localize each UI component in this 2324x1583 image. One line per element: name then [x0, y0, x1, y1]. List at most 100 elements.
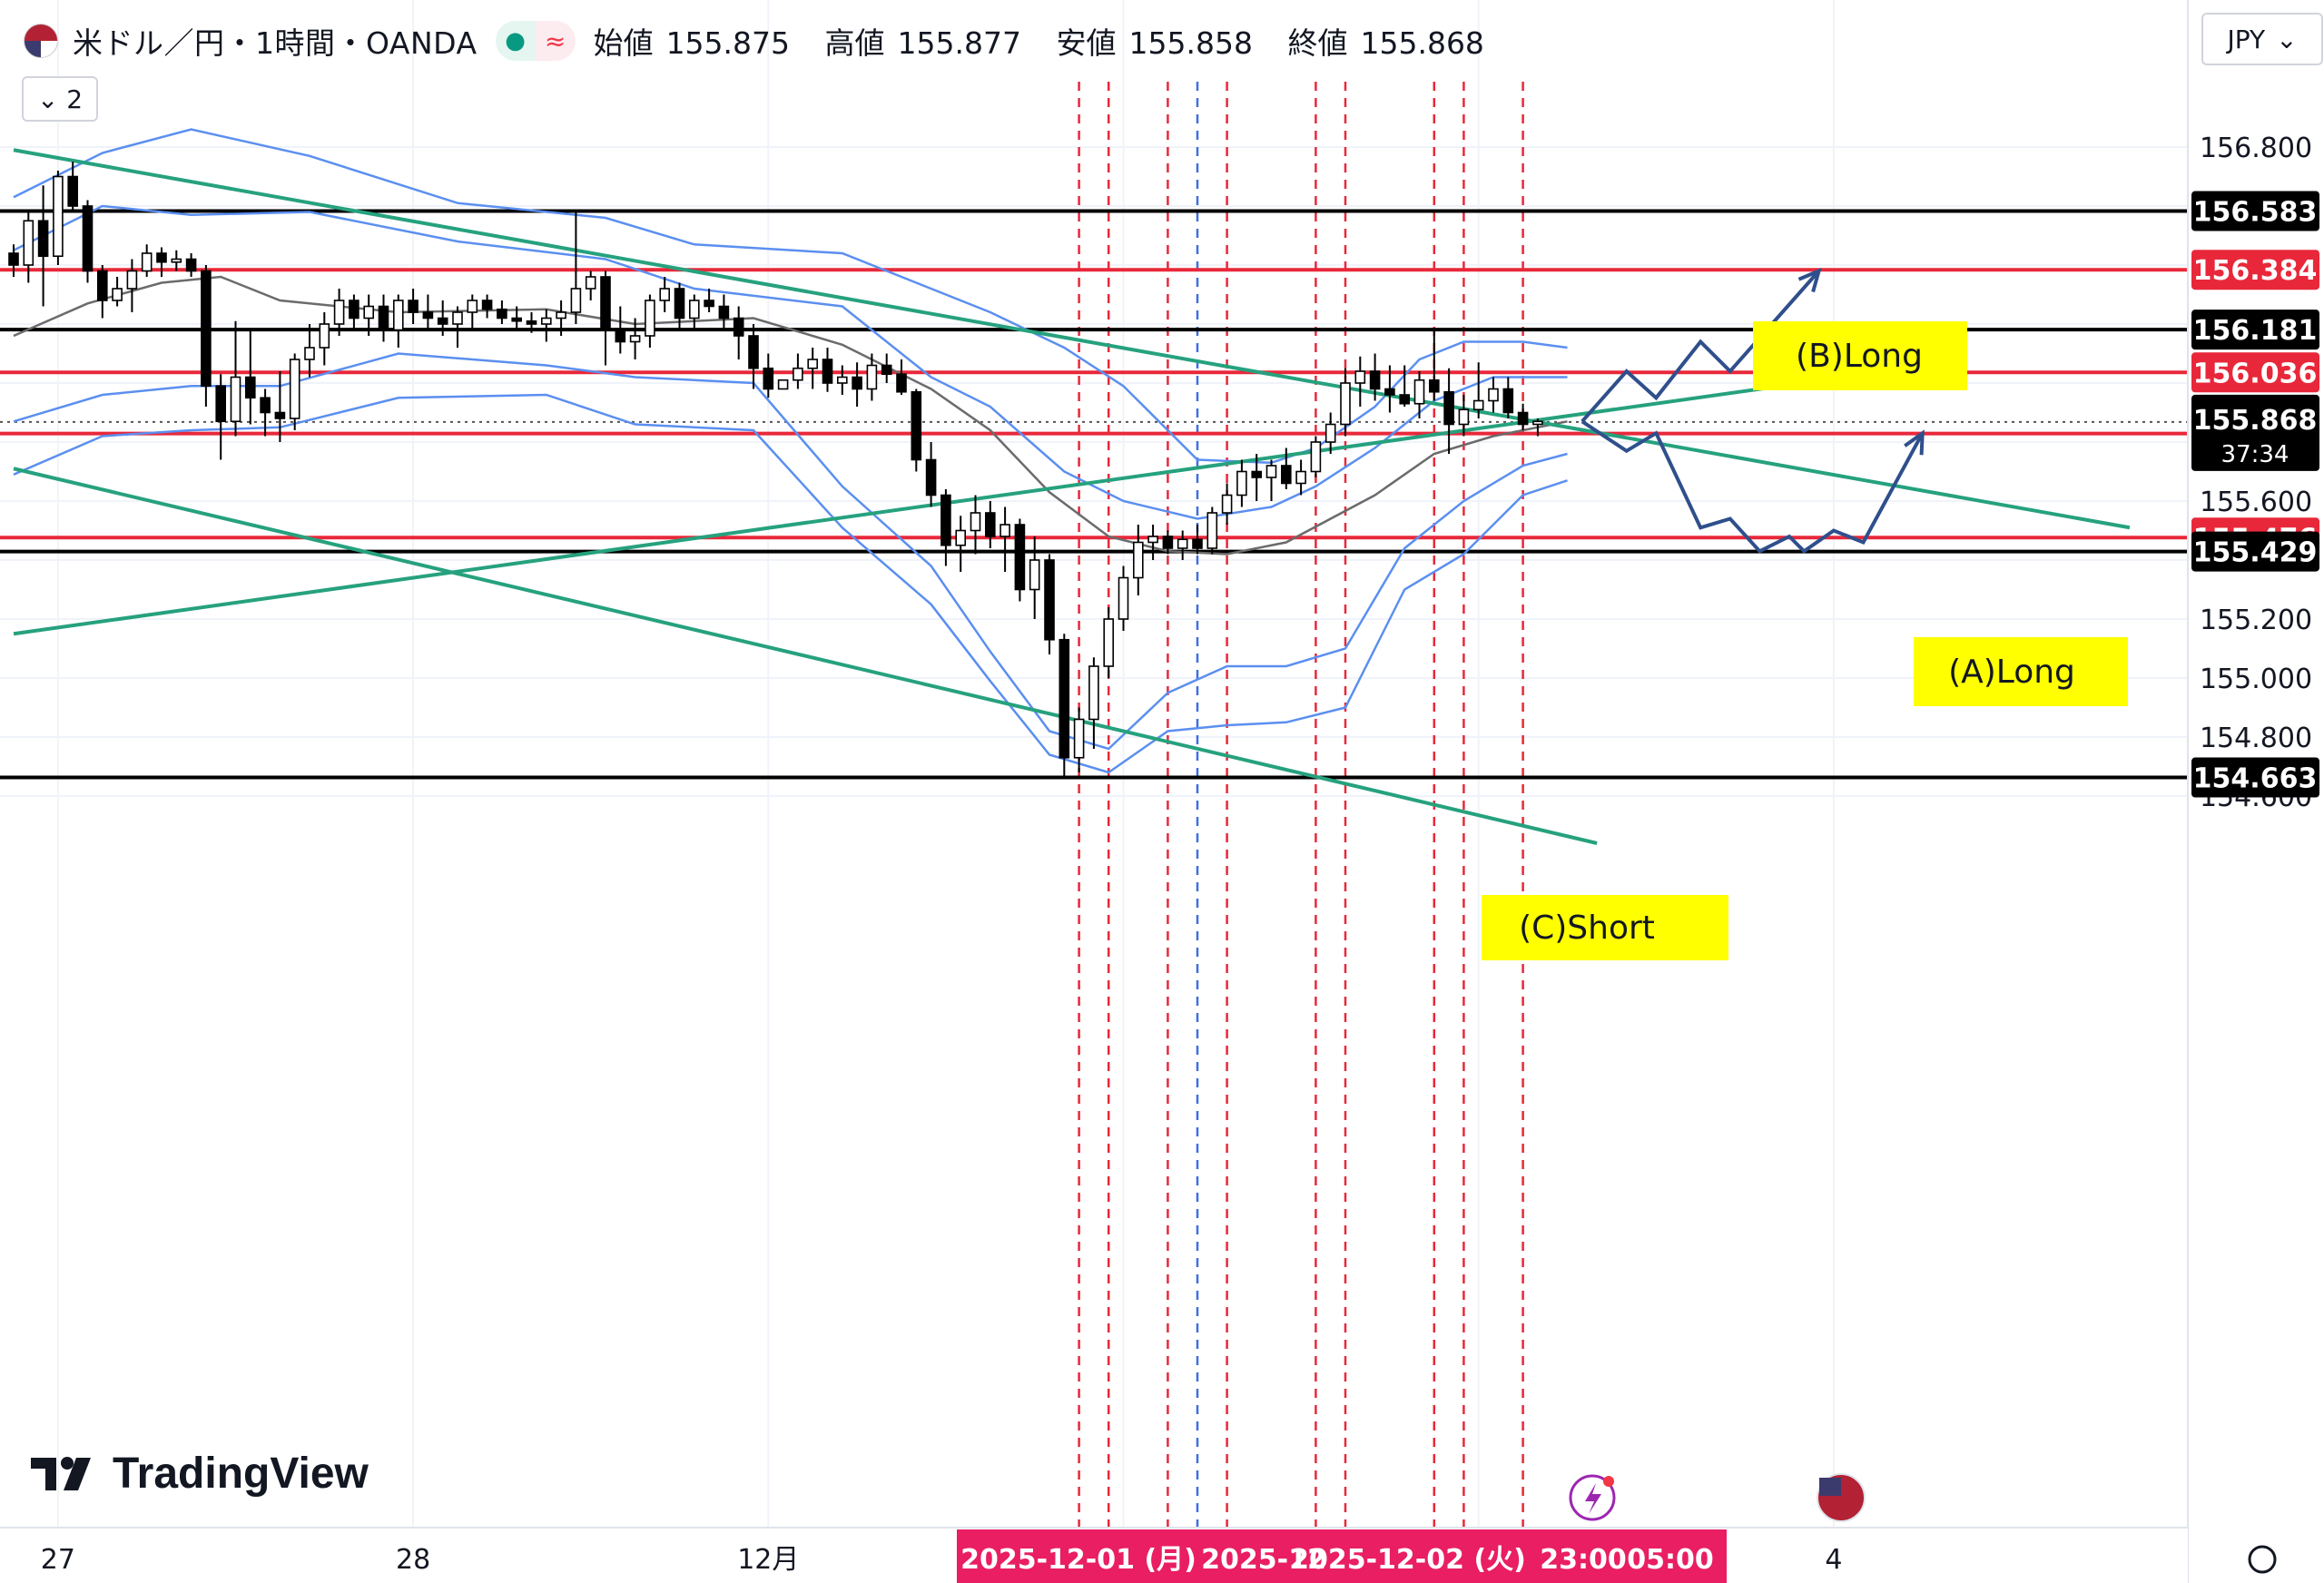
delay-icon: ≈	[535, 21, 576, 61]
price-level-tag	[2191, 757, 2319, 798]
candle-body	[852, 376, 862, 390]
candle-body	[126, 270, 138, 290]
candle-body	[1192, 538, 1203, 549]
price-level-tag	[2191, 310, 2319, 350]
open-value: 始値 155.875	[593, 25, 791, 61]
price-level-tag-label: 156.583	[2193, 197, 2318, 229]
candle-body	[112, 288, 123, 301]
currency-select[interactable]: JPY ⌄	[2201, 13, 2323, 65]
candle-body	[793, 367, 803, 381]
candle-body	[215, 385, 226, 423]
candle-body	[1429, 379, 1440, 393]
price-level-tag	[2191, 531, 2319, 572]
candle-body	[319, 323, 330, 349]
highlight-time-label: 2025-12-02 (火)	[1290, 1544, 1526, 1576]
current-price-tag	[2191, 394, 2319, 471]
symbol-title[interactable]: 米ドル／円・1時間・OANDA	[73, 25, 478, 61]
price-level-tag-label: 155.429	[2193, 537, 2318, 569]
bollinger-upper-line	[13, 128, 1568, 465]
x-tick-label: 27	[41, 1544, 75, 1576]
candle-body	[481, 300, 493, 310]
chevron-down-icon: ⌄	[2276, 24, 2298, 54]
price-level-tag	[2191, 352, 2319, 393]
candle-body	[1029, 559, 1040, 591]
high-value: 高値 155.877	[824, 25, 1021, 61]
highlight-time-label: 2025-12	[1201, 1544, 1326, 1576]
y-tick-label: 155.600	[2200, 487, 2312, 518]
price-level-tag-label: 156.181	[2193, 315, 2318, 347]
candle-body	[674, 288, 685, 320]
candle-body	[82, 205, 94, 272]
x-tick-label: 28	[396, 1544, 430, 1576]
candles	[8, 162, 1543, 779]
market-status-pill[interactable]: ● ≈	[495, 21, 576, 61]
candle-body	[526, 320, 537, 325]
candle-body	[1118, 576, 1129, 620]
candle-body	[497, 308, 507, 320]
candle-body	[925, 458, 937, 497]
annotation-box	[1753, 321, 1967, 390]
candle-body	[585, 276, 596, 290]
time-range-highlight	[957, 1529, 1727, 1583]
projection-paths	[1581, 268, 1925, 554]
candle-body	[185, 258, 197, 272]
candle-body	[896, 373, 907, 393]
candle-body	[629, 335, 641, 343]
candle-body	[1014, 524, 1026, 591]
candle-body	[1221, 494, 1233, 514]
candle-body	[881, 364, 892, 376]
price-level-tag-label: 156.384	[2193, 255, 2318, 287]
candle-body	[97, 270, 108, 301]
candle-body	[1340, 382, 1351, 426]
trendline	[13, 467, 1598, 845]
candle-body	[1088, 665, 1099, 721]
candle-body	[1295, 470, 1306, 485]
highlight-time-label: 2025-12-01 (月)	[960, 1544, 1196, 1576]
candle-body	[1281, 465, 1292, 485]
candle-body	[1147, 536, 1158, 544]
bollinger-lower2-line	[13, 352, 1568, 751]
close-value: 終値 155.868	[1287, 25, 1484, 61]
logo-text: TradingView	[113, 1450, 369, 1498]
candle-body	[67, 175, 78, 207]
candle-body	[1236, 470, 1247, 497]
candle-body	[688, 300, 700, 320]
candle-body	[452, 311, 463, 325]
candle-body	[201, 270, 212, 388]
candle-body	[659, 288, 671, 301]
candle-body	[955, 529, 966, 546]
annotations: (B)Long (A)Long (C)Short	[1482, 321, 2128, 960]
candle-body	[615, 329, 626, 343]
candle-body	[1059, 638, 1070, 759]
arrowhead	[1904, 429, 1925, 456]
candle-body	[378, 305, 389, 331]
candle-body	[600, 276, 611, 331]
candle-body	[289, 359, 300, 419]
candle-body	[1044, 559, 1055, 641]
indicator-collapse-button[interactable]: ⌄ 2	[22, 76, 98, 122]
countdown-label: 37:34	[2221, 441, 2290, 468]
trendline	[13, 148, 2131, 530]
candle-body	[422, 311, 434, 320]
grid	[0, 0, 2188, 1528]
us-flag-canton	[1819, 1478, 1841, 1496]
candle-body	[1443, 390, 1454, 426]
annotation-label: (A)Long	[1948, 654, 2075, 691]
candle-body	[777, 379, 789, 390]
candle-body	[53, 175, 64, 258]
candle-body	[733, 317, 744, 337]
candle-body	[822, 359, 833, 384]
candle-body	[8, 252, 19, 266]
candle-body	[645, 300, 655, 337]
low-value: 安値 155.858	[1056, 25, 1253, 61]
candle-body	[408, 300, 419, 313]
y-tick-label: 156.800	[2200, 133, 2312, 164]
candle-body	[1177, 538, 1188, 549]
candle-body	[23, 220, 34, 266]
candle-body	[1162, 536, 1174, 549]
chart-header: 米ドル／円・1時間・OANDA ● ≈ 始値 155.875 高値 155.877 …	[0, 0, 1510, 82]
currency-label: JPY	[2227, 24, 2266, 54]
candle-body	[1502, 388, 1514, 414]
tradingview-logo-icon	[31, 1456, 91, 1490]
